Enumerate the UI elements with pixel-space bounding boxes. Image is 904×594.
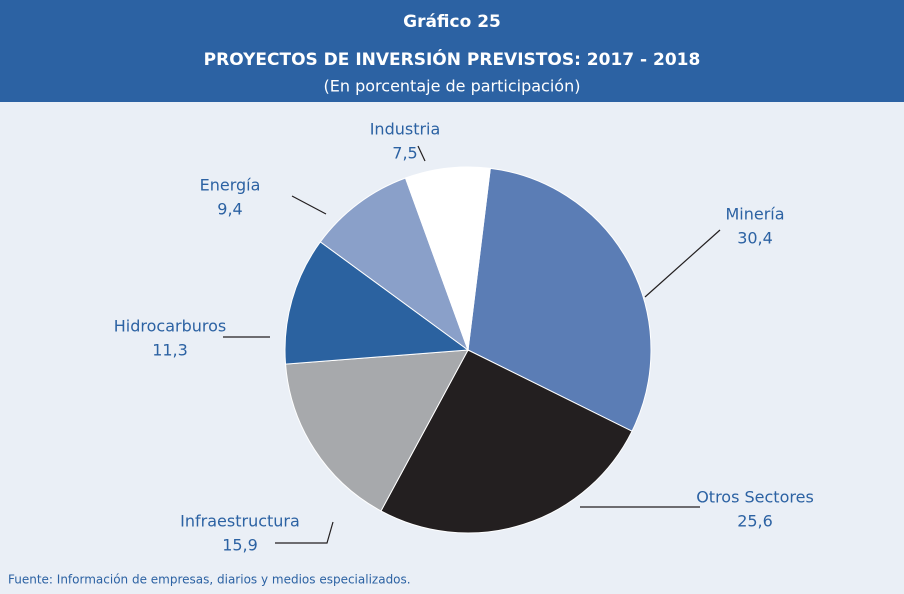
value-label: 25,6 [737, 512, 773, 531]
slice-label: Industria [370, 120, 441, 139]
leader-line [417, 145, 426, 162]
slice-label: Hidrocarburos [114, 317, 226, 336]
header-band [0, 0, 904, 102]
pie-slice [285, 349, 469, 512]
pie-slice [404, 166, 491, 351]
leader-line [275, 521, 334, 544]
slice-label: Minería [725, 205, 784, 224]
slice-label: Infraestructura [180, 512, 300, 531]
source: Fuente: Información de empresas, diarios… [8, 573, 411, 587]
value-label: 30,4 [737, 229, 773, 248]
unit-note: (En porcentaje de participación) [324, 77, 581, 96]
value-label: 7,5 [392, 144, 417, 163]
pie-slice [319, 177, 470, 352]
value-label: 11,3 [152, 341, 188, 360]
chart-title: Gráfico 25 [403, 12, 501, 32]
slice-label: Energía [200, 176, 261, 195]
chart-subtitle: PROYECTOS DE INVERSIÓN PREVISTOS: 2017 -… [204, 48, 701, 70]
leader-line [291, 195, 327, 215]
pie-slice [284, 241, 470, 365]
value-label: 15,9 [222, 536, 258, 555]
pie-slice [467, 167, 652, 432]
value-label: 9,4 [217, 200, 242, 219]
leader-line [644, 229, 721, 298]
slice-label: Otros Sectores [696, 488, 814, 507]
